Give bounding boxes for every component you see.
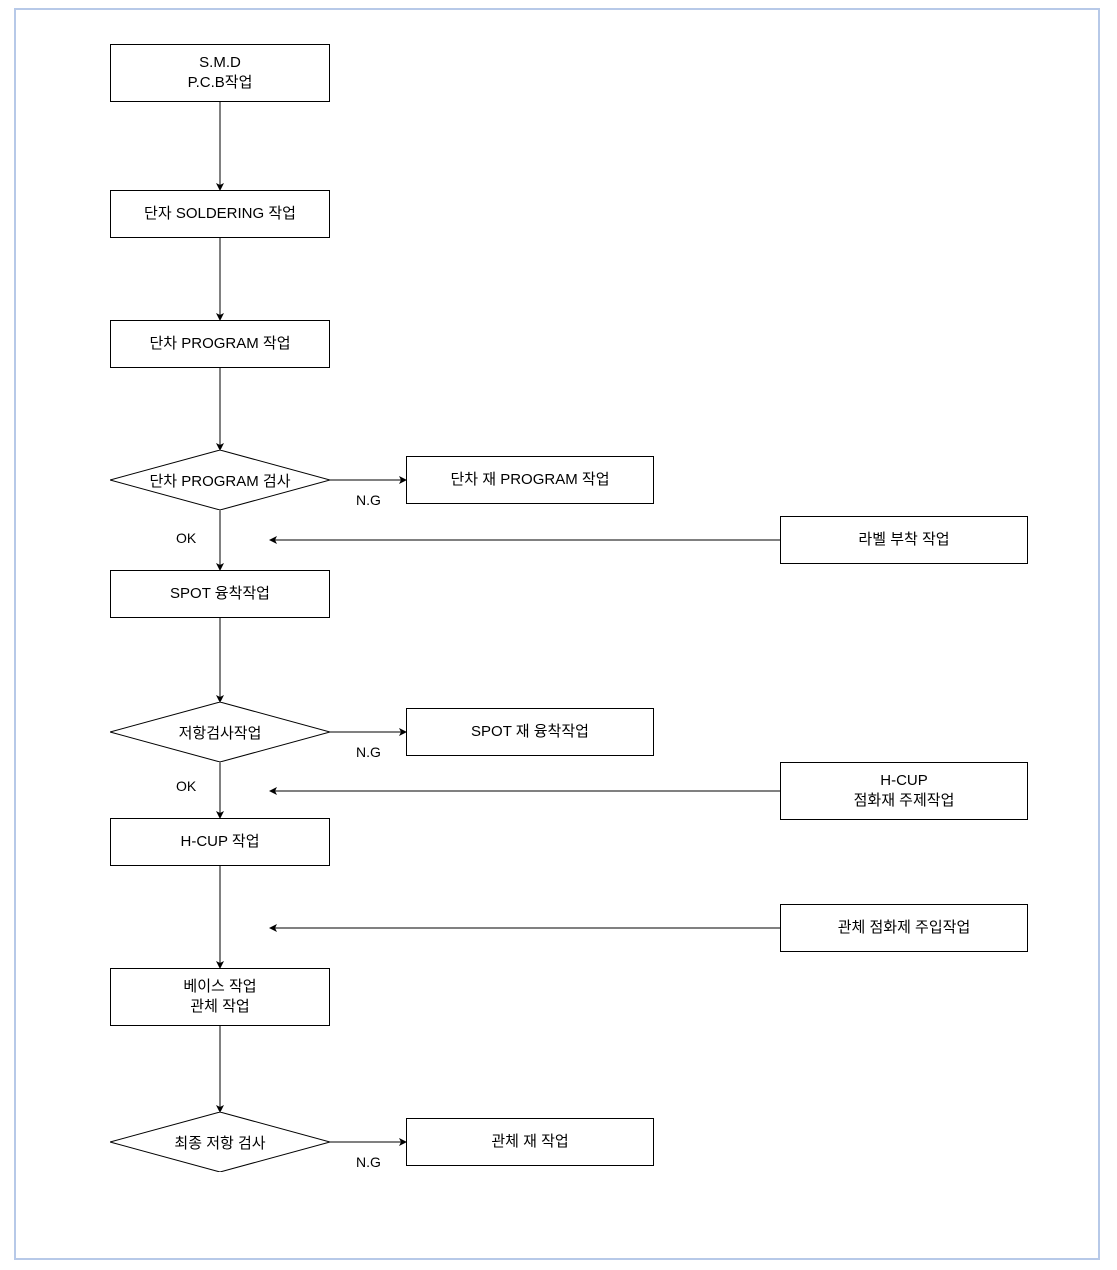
- process-box-label: 단차 PROGRAM 작업: [149, 334, 290, 354]
- process-box-label: 관체 점화제 주입작업: [838, 918, 971, 938]
- process-box-label: SPOT 재 융착작업: [471, 722, 589, 742]
- process-box-label: S.M.D P.C.B작업: [188, 53, 253, 94]
- process-box-label: SPOT 융착작업: [170, 584, 270, 604]
- process-box: SPOT 재 융착작업: [406, 708, 654, 756]
- decision-label: 저항검사작업: [110, 702, 330, 762]
- flowchart-canvas: S.M.D P.C.B작업단자 SOLDERING 작업단차 PROGRAM 작…: [0, 0, 1117, 1270]
- process-box-label: 베이스 작업 관체 작업: [183, 977, 256, 1018]
- process-box-label: H-CUP 점화재 주제작업: [854, 771, 955, 812]
- process-box: 라벨 부착 작업: [780, 516, 1028, 564]
- decision-label: 최종 저항 검사: [110, 1112, 330, 1172]
- edge-label: N.G: [356, 492, 381, 508]
- decision-diamond: 저항검사작업: [110, 702, 330, 762]
- edge-label: OK: [176, 778, 196, 794]
- edge-label: N.G: [356, 1154, 381, 1170]
- decision-label-text: 최종 저항 검사: [174, 1132, 265, 1153]
- decision-diamond: 단차 PROGRAM 검사: [110, 450, 330, 510]
- process-box: S.M.D P.C.B작업: [110, 44, 330, 102]
- process-box: 베이스 작업 관체 작업: [110, 968, 330, 1026]
- edge-label: OK: [176, 530, 196, 546]
- process-box: 단자 SOLDERING 작업: [110, 190, 330, 238]
- process-box: 단차 재 PROGRAM 작업: [406, 456, 654, 504]
- process-box-label: 라벨 부착 작업: [858, 530, 949, 550]
- process-box: SPOT 융착작업: [110, 570, 330, 618]
- decision-label-text: 저항검사작업: [179, 722, 262, 743]
- process-box: 단차 PROGRAM 작업: [110, 320, 330, 368]
- process-box-label: 관체 재 작업: [491, 1132, 568, 1152]
- edge-label: N.G: [356, 744, 381, 760]
- process-box: 관체 점화제 주입작업: [780, 904, 1028, 952]
- process-box: 관체 재 작업: [406, 1118, 654, 1166]
- process-box: H-CUP 점화재 주제작업: [780, 762, 1028, 820]
- process-box-label: 단자 SOLDERING 작업: [144, 204, 296, 224]
- process-box-label: 단차 재 PROGRAM 작업: [450, 470, 609, 490]
- process-box: H-CUP 작업: [110, 818, 330, 866]
- process-box-label: H-CUP 작업: [181, 832, 260, 852]
- decision-diamond: 최종 저항 검사: [110, 1112, 330, 1172]
- decision-label-text: 단차 PROGRAM 검사: [149, 470, 290, 491]
- decision-label: 단차 PROGRAM 검사: [110, 450, 330, 510]
